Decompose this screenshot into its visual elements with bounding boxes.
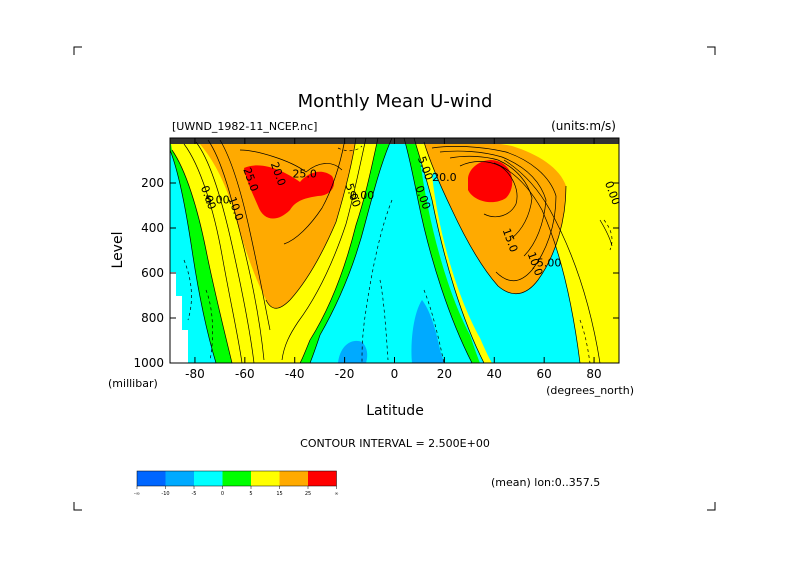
- y-tick-label: 400: [141, 221, 164, 235]
- y-tick-label: 1000: [133, 356, 164, 370]
- dashed-contours: [183, 145, 613, 363]
- x-tick-label: -80: [185, 367, 205, 381]
- crop-mark-top-left: [73, 46, 82, 55]
- chart-title: Monthly Mean U-wind: [298, 91, 493, 112]
- x-tick-label: 80: [586, 367, 601, 381]
- colorbar-swatch-0: [137, 471, 166, 486]
- y-tick-label: 200: [141, 176, 164, 190]
- contour-interval-text: CONTOUR INTERVAL = 2.500E+00: [300, 437, 490, 450]
- colorbar-swatch-5: [279, 471, 308, 486]
- colorbar-tick-label: -10: [161, 491, 169, 497]
- colorbar-swatch-2: [194, 471, 223, 486]
- colorbar-swatch-1: [165, 471, 194, 486]
- crop-mark-bottom-left: [73, 502, 82, 511]
- missing-data: [170, 272, 188, 363]
- x-tick-label: -60: [235, 367, 255, 381]
- colorbar-swatch-3: [222, 471, 251, 486]
- contour-label: 5.00: [205, 193, 230, 206]
- x-tick-label: -40: [285, 367, 305, 381]
- colorbar-swatch-4: [251, 471, 280, 486]
- x-tick-label: 40: [487, 367, 502, 381]
- colorbar-tick-label: -∞: [134, 491, 140, 497]
- colorbar-tick-label: 15: [276, 491, 282, 497]
- mean-text: (mean) lon:0..357.5: [491, 476, 600, 489]
- x-tick-label: 0: [391, 367, 399, 381]
- band-neg10-neg5-equator: [411, 300, 444, 363]
- dataset-label: [UWND_1982-11_NCEP.nc]: [172, 120, 317, 133]
- crop-mark-top-right: [707, 46, 716, 55]
- nh-band-5-15: [414, 138, 619, 363]
- nh-band-15-25: [424, 140, 566, 294]
- x-axis-units: (degrees_north): [546, 384, 634, 397]
- colorbar-tick-label: 0: [221, 491, 224, 497]
- colorbar-tick-label: -5: [192, 491, 197, 497]
- x-axis: -80 -60 -40 -20 0 20 40 60 80: [185, 138, 602, 381]
- y-axis: 200 400 600 800 1000: [133, 176, 619, 370]
- y-tick-label: 600: [141, 266, 164, 280]
- band-neg10-neg5-south: [338, 340, 368, 363]
- x-tick-label: 20: [437, 367, 452, 381]
- x-axis-label: Latitude: [366, 403, 424, 419]
- colorbar-frame: [136, 470, 337, 487]
- sh-band-25-up: [244, 165, 335, 219]
- colorbar-tick-label: 25: [305, 491, 311, 497]
- units-label: (units:m/s): [551, 119, 616, 133]
- nh-band-25-up: [468, 159, 513, 203]
- contour-label: 25.0: [292, 167, 317, 180]
- colorbar-tick-label: ∞: [334, 491, 338, 497]
- colorbar-swatch-6: [308, 471, 337, 486]
- x-tick-label: 60: [537, 367, 552, 381]
- contour-label: 20.0: [432, 171, 457, 184]
- y-axis-units: (millibar): [108, 377, 158, 390]
- contour-label: 0.00: [350, 189, 375, 202]
- contour-field: 20.0 25.025.010.05.000.00 5.000.005.000.00…: [170, 138, 619, 363]
- contour-label: 5.00: [537, 256, 562, 269]
- colorbar: -∞ -10 -5 0 5 15 25 ∞: [134, 470, 339, 497]
- y-axis-label: Level: [110, 232, 126, 269]
- colorbar-tick-label: 5: [249, 491, 252, 497]
- x-tick-label: -20: [335, 367, 355, 381]
- y-tick-label: 800: [141, 311, 164, 325]
- solid-contours: [170, 138, 613, 363]
- crop-mark-bottom-right: [707, 502, 716, 511]
